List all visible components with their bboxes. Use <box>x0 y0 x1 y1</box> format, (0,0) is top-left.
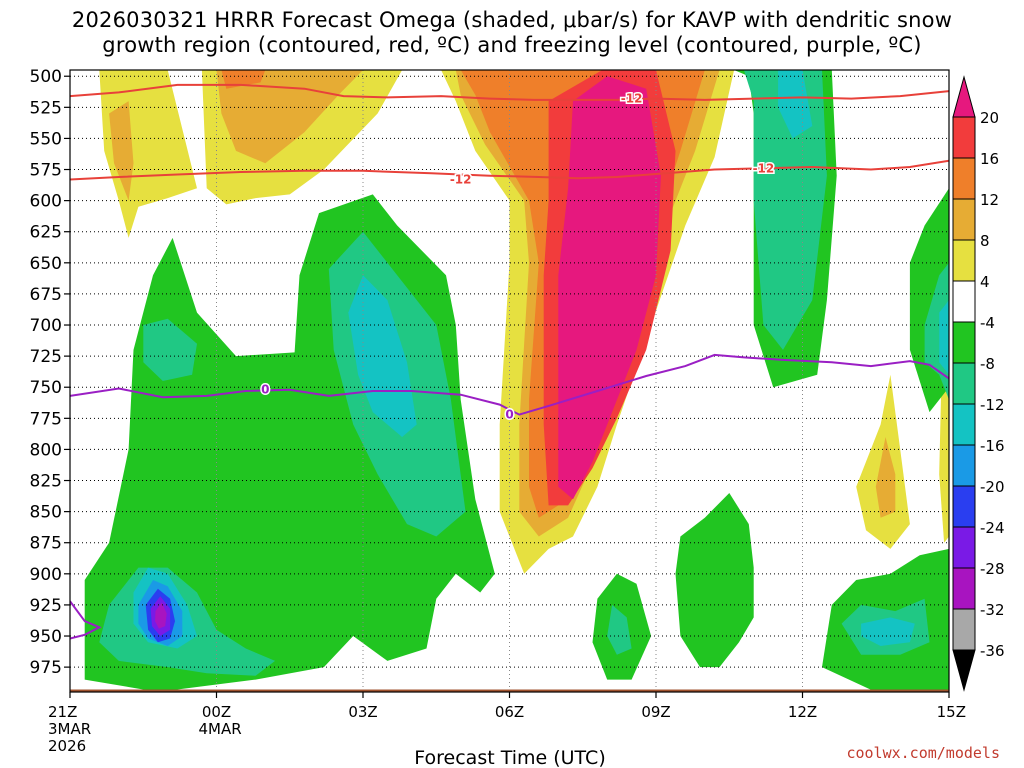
y-tick-label-975: 975 <box>30 658 62 678</box>
colorbar-label-8: -16 <box>980 437 1005 455</box>
colorbar-label-4: 4 <box>980 273 990 291</box>
chart-title-line1: 2026030321 HRRR Forecast Omega (shaded, … <box>71 8 953 32</box>
temp-contour-1 <box>70 159 949 181</box>
colorbar-label-5: -4 <box>980 314 995 332</box>
grid-lines <box>70 70 949 692</box>
svg-text:0: 0 <box>261 383 269 397</box>
colorbar-swatch-7 <box>952 403 976 446</box>
colorbar-swatch-4 <box>952 280 976 323</box>
colorbar-label-3: 8 <box>980 232 990 250</box>
colorbar-label-2: 12 <box>980 191 999 209</box>
x-axis-label: Forecast Time (UTC) <box>414 747 605 768</box>
omega-region-6-1 <box>743 70 827 350</box>
chart-title-line2: growth region (contoured, red, ºC) and f… <box>102 33 922 57</box>
svg-text:-12: -12 <box>753 161 775 175</box>
colorbar-swatch-5 <box>952 321 976 364</box>
y-axis: 500 525 550 575 600 625 650 675 700 725 750 775 800 8… <box>30 67 70 678</box>
y-tick-label-750: 750 <box>30 378 62 398</box>
colorbar-label-0: 20 <box>980 109 999 127</box>
colorbar-label-7: -12 <box>980 396 1005 414</box>
contour-lines: -12 -12 -12 0 0 <box>70 83 949 640</box>
freezing-level-1 <box>70 600 102 640</box>
colorbar-label-11: -28 <box>980 560 1005 578</box>
x-tick-label-0-1: 3MAR <box>48 720 91 738</box>
y-tick-label-600: 600 <box>30 192 62 212</box>
colorbar: 20 16 12 8 4 -4 -8 -12 -16 -20 -24 -28 -32 -36 <box>952 75 1005 692</box>
y-tick-label-675: 675 <box>30 285 62 305</box>
y-tick-label-500: 500 <box>30 67 62 87</box>
temp-contour-label-0-0: -12 <box>619 90 644 107</box>
temp-contour-label-1-1: -12 <box>751 160 776 177</box>
ground-strip <box>70 689 949 692</box>
svg-text:-12: -12 <box>621 92 643 106</box>
credit-link[interactable]: coolwx.com/models <box>846 744 1000 762</box>
colorbar-top-arrow <box>952 75 976 118</box>
omega-region-5-2 <box>675 493 754 668</box>
colorbar-swatch-9 <box>952 485 976 528</box>
omega-region-4-0 <box>558 76 661 500</box>
y-tick-label-725: 725 <box>30 347 62 367</box>
omega-region-1-4 <box>875 437 896 518</box>
temp-contour-0 <box>70 83 949 101</box>
colorbar-label-6: -8 <box>980 355 995 373</box>
x-tick-label-0-2: 2026 <box>48 737 86 755</box>
colorbar-swatch-3 <box>952 239 976 282</box>
colorbar-swatch-2 <box>952 198 976 241</box>
y-tick-label-800: 800 <box>30 440 62 460</box>
y-tick-label-850: 850 <box>30 503 62 523</box>
omega-region-6-4 <box>607 604 632 655</box>
omega-region-7-4 <box>939 300 949 375</box>
y-tick-label-925: 925 <box>30 596 62 616</box>
colorbar-label-13: -36 <box>980 642 1005 660</box>
svg-text:-12: -12 <box>450 172 472 186</box>
omega-shading <box>84 70 949 692</box>
x-tick-label-12-0: 09Z <box>641 703 670 721</box>
freezing-level-0 <box>70 353 949 416</box>
y-tick-label-775: 775 <box>30 409 62 429</box>
y-tick-label-625: 625 <box>30 223 62 243</box>
colorbar-bottom-arrow <box>952 649 976 692</box>
omega-region-7-3 <box>861 617 915 646</box>
x-tick-label-15-0: 12Z <box>788 703 817 721</box>
freezing-level-label-0-1: 0 <box>504 406 515 423</box>
colorbar-label-10: -24 <box>980 519 1005 537</box>
y-tick-label-875: 875 <box>30 534 62 554</box>
temp-contour-label-1-0: -12 <box>448 171 473 188</box>
freezing-level-label-0-0: 0 <box>260 381 271 398</box>
colorbar-swatch-8 <box>952 444 976 487</box>
y-tick-label-825: 825 <box>30 472 62 492</box>
colorbar-swatch-0 <box>952 116 976 159</box>
colorbar-swatch-12 <box>952 608 976 651</box>
colorbar-swatch-11 <box>952 567 976 610</box>
colorbar-swatch-6 <box>952 362 976 405</box>
ground-surface <box>70 689 949 692</box>
colorbar-label-9: -20 <box>980 478 1005 496</box>
omega-region-11-0 <box>155 602 167 629</box>
x-tick-label-0-0: 21Z <box>48 703 77 721</box>
omega-region-7-1 <box>778 70 813 139</box>
y-tick-label-650: 650 <box>30 254 62 274</box>
colorbar-label-1: 16 <box>980 150 999 168</box>
y-tick-label-575: 575 <box>30 161 62 181</box>
y-tick-label-900: 900 <box>30 565 62 585</box>
svg-text:0: 0 <box>505 408 513 422</box>
x-tick-label-6-0: 03Z <box>348 703 377 721</box>
x-tick-label-3-0: 00Z <box>202 703 231 721</box>
colorbar-swatch-1 <box>952 157 976 200</box>
y-tick-label-950: 950 <box>30 627 62 647</box>
y-tick-label-700: 700 <box>30 316 62 336</box>
x-tick-label-9-0: 06Z <box>495 703 524 721</box>
x-tick-label-18-0: 15Z <box>937 703 966 721</box>
x-tick-label-3-1: 4MAR <box>199 720 242 738</box>
y-tick-label-525: 525 <box>30 98 62 118</box>
colorbar-label-12: -32 <box>980 601 1005 619</box>
y-tick-label-550: 550 <box>30 129 62 149</box>
colorbar-swatch-10 <box>952 526 976 569</box>
omega-region-6-2 <box>143 318 197 381</box>
